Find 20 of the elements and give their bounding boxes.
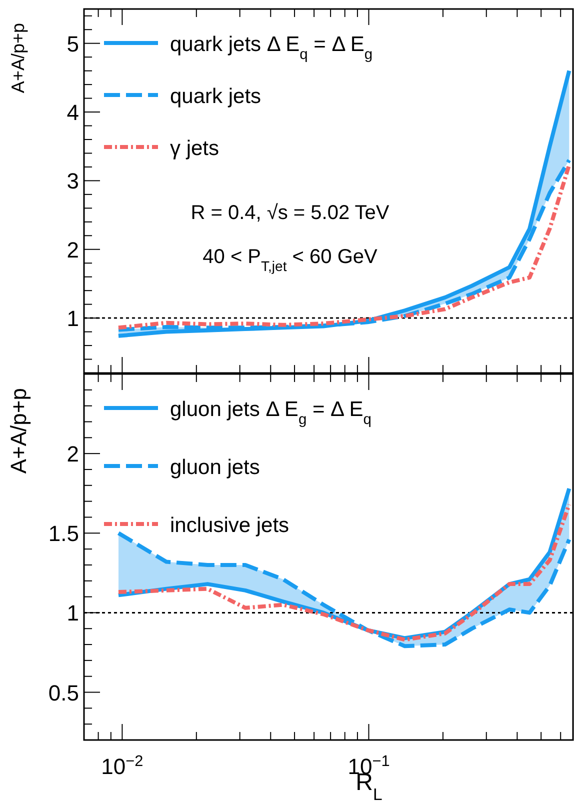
y-tick-label: 0.5: [48, 680, 79, 706]
y-tick-label: 4: [66, 100, 79, 126]
x-tick-label: 10$^{−2}$: [101, 752, 144, 779]
y-tick-label: 1: [66, 306, 79, 332]
legend-label: inclusive jets: [170, 514, 290, 537]
y-axis-title: A+A/p+p: [6, 388, 31, 474]
y-tick-label: 1: [66, 600, 79, 626]
legend-label: quark jets Δ E$_{q}$ = Δ E$_{g}$: [170, 33, 373, 63]
annotation: R = 0.4, √s = 5.02 TeV: [190, 202, 390, 224]
y-tick-label: 1.5: [48, 521, 79, 546]
y-tick-label: 2: [66, 237, 79, 262]
legend-label: quark jets: [170, 85, 262, 108]
y-tick-label: 5: [66, 31, 79, 56]
y-tick-label: 3: [66, 168, 79, 194]
annotation: 40 < P$_{T,jet}$ < 60 GeV: [202, 246, 378, 274]
legend-label: gluon jets Δ E$_{g}$ = Δ E$_{q}$: [170, 398, 372, 428]
legend-label: gluon jets: [170, 456, 260, 479]
y-axis-title: A+A/p+p: [8, 23, 28, 94]
y-tick-label: 2: [66, 442, 79, 467]
legend-label: γ jets: [170, 137, 220, 160]
